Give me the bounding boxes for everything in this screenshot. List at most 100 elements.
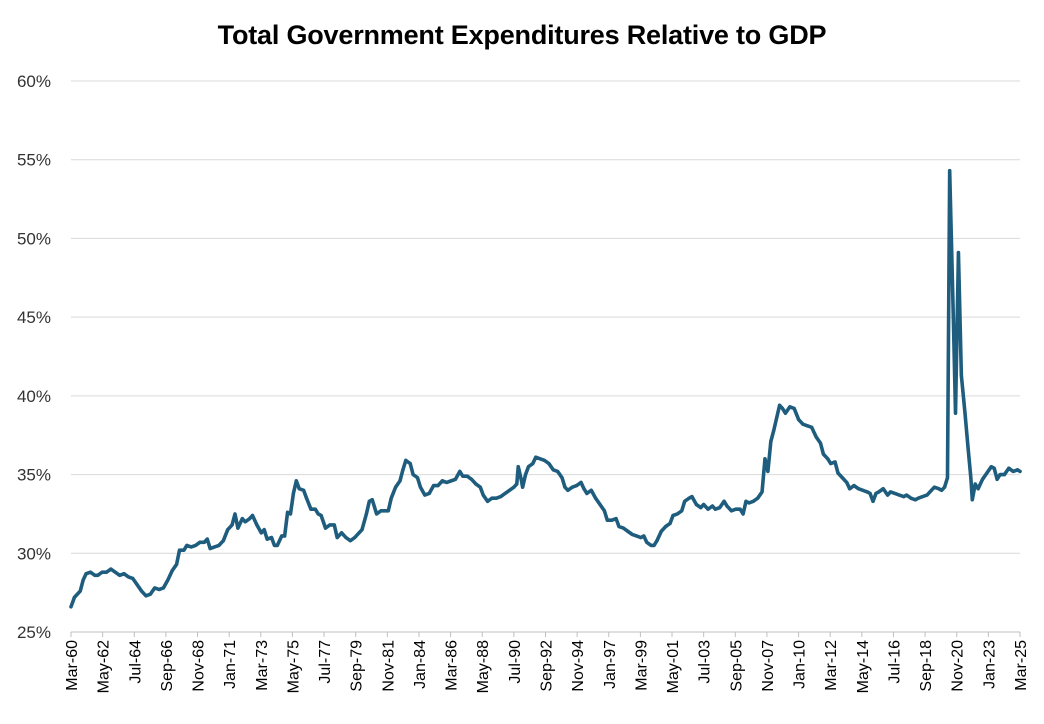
data-point <box>780 406 785 411</box>
x-tick-label: Jan-97 <box>602 640 619 689</box>
data-point <box>526 465 531 469</box>
x-tick-label: Nov-81 <box>380 640 397 692</box>
data-point <box>668 521 672 525</box>
data-point <box>868 491 872 496</box>
data-point <box>995 477 999 481</box>
data-point <box>966 444 970 448</box>
data-point <box>744 499 748 503</box>
data-point <box>230 523 234 527</box>
data-point <box>411 472 415 477</box>
data-point <box>118 573 122 577</box>
y-tick-label: 30% <box>17 544 51 563</box>
series-line-0 <box>69 168 1022 609</box>
data-point <box>280 534 284 538</box>
data-point <box>148 592 152 596</box>
x-tick-label: Jul-16 <box>886 640 903 684</box>
data-point <box>634 534 639 538</box>
data-point <box>772 428 776 433</box>
data-point <box>394 485 398 489</box>
y-tick-label: 35% <box>17 466 51 485</box>
data-point <box>135 583 139 587</box>
data-point <box>494 496 498 500</box>
data-point <box>335 535 339 540</box>
data-point <box>976 487 980 491</box>
data-point <box>738 507 742 511</box>
data-point <box>353 535 357 540</box>
data-point <box>671 513 675 518</box>
data-point <box>818 441 823 445</box>
data-point <box>275 543 279 548</box>
data-point <box>469 477 474 481</box>
x-tick-label: May-88 <box>475 640 492 693</box>
data-point <box>233 512 237 516</box>
x-tick-label: Nov-07 <box>760 640 777 692</box>
data-point <box>113 570 117 574</box>
data-point <box>956 251 961 255</box>
data-point <box>699 506 703 510</box>
data-point <box>189 545 193 549</box>
data-point <box>262 528 266 532</box>
data-point <box>427 491 431 496</box>
gridlines <box>71 80 1020 554</box>
data-point <box>208 546 212 551</box>
data-point <box>302 488 306 492</box>
data-point <box>734 507 738 511</box>
data-point <box>747 501 751 505</box>
data-point <box>319 513 323 518</box>
y-tick-label: 50% <box>17 229 51 248</box>
data-point <box>81 578 85 582</box>
data-point <box>499 495 503 499</box>
data-point <box>507 488 512 492</box>
data-point <box>547 461 551 466</box>
data-point <box>375 512 379 516</box>
data-point <box>929 488 934 492</box>
data-point <box>240 517 244 521</box>
data-point <box>255 523 259 527</box>
data-point <box>579 480 583 485</box>
data-point <box>783 411 788 415</box>
data-point <box>69 605 73 609</box>
data-point <box>948 169 952 173</box>
data-point <box>751 499 755 503</box>
data-point <box>1015 468 1020 472</box>
data-point <box>175 562 179 566</box>
data-point <box>729 509 734 513</box>
data-point <box>72 595 76 599</box>
data-point <box>205 537 209 541</box>
data-point <box>309 507 313 511</box>
data-point <box>953 411 958 415</box>
data-point <box>243 520 247 524</box>
data-point <box>645 540 649 544</box>
data-point <box>291 491 295 496</box>
data-point <box>157 587 161 592</box>
data-point <box>796 417 801 422</box>
data-point <box>951 315 955 319</box>
data-point <box>675 512 679 516</box>
data-point <box>283 534 287 538</box>
data-point <box>664 524 668 529</box>
data-point <box>512 485 516 489</box>
data-point <box>386 509 390 513</box>
data-point <box>453 477 458 481</box>
data-point <box>398 479 402 483</box>
data-point <box>126 575 131 579</box>
data-point <box>694 502 698 507</box>
data-point <box>288 512 293 516</box>
data-point <box>521 485 525 489</box>
x-tick-label: Jan-10 <box>792 640 809 689</box>
data-point <box>710 504 715 508</box>
data-point <box>1011 469 1015 474</box>
data-point <box>985 471 989 475</box>
data-point <box>589 488 593 492</box>
x-tick-label: May-14 <box>855 640 872 693</box>
x-tick-label: Jul-77 <box>317 640 334 684</box>
data-point <box>760 490 764 494</box>
data-point <box>932 485 936 489</box>
data-point <box>680 509 684 513</box>
data-point <box>937 487 941 491</box>
data-point <box>963 411 967 415</box>
data-point <box>519 477 523 481</box>
data-point <box>945 476 950 480</box>
data-point <box>826 457 830 461</box>
data-point <box>170 569 174 573</box>
